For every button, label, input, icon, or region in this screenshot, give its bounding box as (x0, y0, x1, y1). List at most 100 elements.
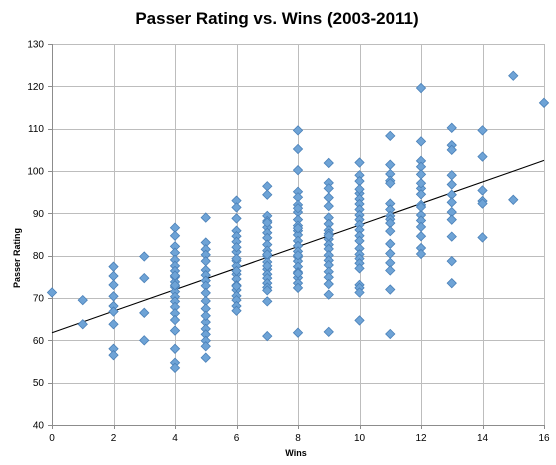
data-point (139, 251, 150, 262)
data-point (108, 349, 119, 361)
data-point (200, 341, 211, 352)
data-point (139, 307, 150, 318)
data-point (262, 249, 273, 260)
data-point (139, 272, 150, 284)
y-tick-label: 90 (33, 209, 45, 220)
x-tick-label: 12 (415, 433, 427, 444)
data-point (415, 221, 427, 233)
data-point (292, 222, 304, 234)
data-point (323, 192, 334, 203)
data-point (508, 194, 519, 205)
data-point (415, 201, 427, 213)
data-point (169, 230, 181, 241)
data-point (385, 328, 396, 340)
data-point (231, 265, 242, 277)
data-point (477, 185, 488, 196)
y-tick-label: 70 (33, 294, 45, 305)
data-point (169, 280, 181, 291)
data-point (231, 253, 242, 264)
data-point (354, 157, 365, 168)
data-point (508, 70, 519, 81)
data-point (200, 310, 211, 321)
data-point (231, 213, 242, 224)
data-point (139, 335, 150, 346)
chart-title: Passer Rating vs. Wins (2003-2011) (135, 9, 418, 28)
data-point (77, 294, 88, 306)
data-point (385, 284, 396, 295)
data-point (292, 125, 304, 136)
data-point (446, 170, 457, 181)
data-point (354, 263, 365, 274)
y-tick-label: 130 (27, 40, 44, 51)
data-point (323, 230, 334, 241)
data-point (323, 278, 334, 290)
data-point (262, 330, 273, 342)
data-point (108, 291, 119, 302)
data-point (231, 242, 242, 253)
data-point (200, 256, 211, 267)
data-point (477, 232, 488, 243)
data-point (262, 217, 273, 228)
data-point (477, 198, 488, 209)
data-point (169, 343, 181, 354)
data-point (323, 200, 334, 212)
data-point (385, 265, 396, 276)
x-tick-label: 6 (234, 433, 240, 444)
data-point (200, 212, 211, 223)
data-point (323, 157, 334, 169)
data-point (446, 179, 457, 190)
data-point (292, 268, 304, 279)
data-point (415, 231, 427, 242)
data-point (292, 327, 304, 338)
y-axis-title: Passer Rating (12, 228, 22, 288)
axes (48, 44, 545, 429)
x-tick-label: 0 (49, 433, 55, 444)
x-tick-label: 2 (111, 433, 117, 444)
data-point (385, 178, 396, 189)
data-point (292, 203, 304, 214)
data-point (108, 319, 119, 330)
data-point (446, 256, 457, 267)
data-point (385, 130, 396, 142)
tick-labels: 40 50 60 70 80 90 100 110 120 130 0 2 4 6 8 10 12 14 16 (27, 40, 550, 445)
data-point (415, 178, 427, 189)
data-point (446, 214, 457, 225)
data-point (446, 278, 457, 289)
data-point (385, 238, 396, 249)
y-tick-label: 110 (28, 124, 44, 135)
data-point (169, 325, 181, 336)
x-tick-label: 8 (295, 433, 301, 444)
data-point (262, 189, 273, 200)
y-tick-label: 120 (27, 82, 44, 93)
data-point (385, 159, 396, 170)
y-tick-label: 40 (33, 421, 45, 432)
data-point (46, 287, 58, 298)
y-tick-label: 80 (33, 251, 45, 262)
data-points (46, 70, 550, 374)
data-point (323, 326, 334, 338)
data-point (169, 314, 181, 326)
x-tick-label: 14 (477, 433, 489, 444)
data-point (200, 352, 211, 363)
y-tick-label: 50 (33, 378, 45, 389)
data-point (231, 280, 242, 292)
data-point (446, 197, 457, 208)
data-point (108, 306, 119, 317)
data-point (415, 248, 427, 260)
data-point (292, 164, 304, 176)
data-point (292, 250, 304, 261)
data-point (354, 315, 365, 326)
data-point (323, 183, 334, 194)
y-tick-label: 100 (27, 167, 44, 178)
data-point (415, 189, 427, 200)
data-point (108, 270, 119, 282)
x-tick-label: 10 (354, 433, 366, 444)
data-point (262, 296, 273, 307)
data-point (262, 285, 273, 296)
data-point (354, 184, 365, 195)
data-point (108, 261, 119, 272)
data-point (169, 362, 181, 374)
data-point (415, 136, 427, 147)
